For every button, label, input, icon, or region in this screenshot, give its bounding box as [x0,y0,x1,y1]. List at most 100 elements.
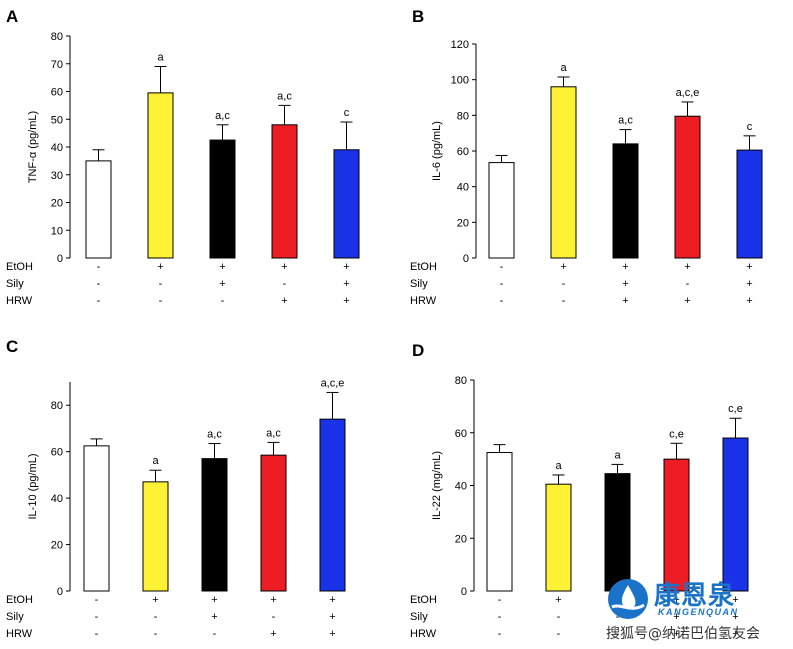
treatment-sign: - [498,594,502,606]
bar-annotation: c [344,107,350,119]
treatment-sign: - [557,611,561,623]
treatment-sign: + [684,295,690,307]
treatment-sign: - [159,295,163,307]
treatment-sign: - [97,295,101,307]
treatment-label: HRW [6,295,33,307]
y-tick-label: 30 [51,170,63,182]
y-tick-label: 40 [457,182,469,194]
treatment-label: Sily [6,611,24,623]
bar [604,473,631,592]
treatment-sign: + [732,594,738,606]
y-tick-label: 50 [51,114,63,126]
treatment-sign: - [562,278,566,290]
treatment-sign: - [616,611,620,623]
treatment-sign: + [560,261,566,273]
chart-panel-c: C 0 20 40 60 80 IL-10 (pg/mL) a a,c a,c a,c,e EtOH -… [6,337,346,640]
treatment-sign: + [152,594,158,606]
treatment-sign: + [211,611,217,623]
bar [674,115,701,259]
treatment-sign: - [97,261,101,273]
bar-annotation: a [614,449,621,461]
treatment-sign: - [213,628,217,640]
y-tick-label: 40 [455,481,467,493]
bar [83,445,110,592]
treatment-sign: - [272,611,276,623]
bar [271,124,298,259]
treatment-sign: + [157,261,163,273]
y-tick-label: 40 [51,493,63,505]
y-tick-label: 100 [451,75,469,87]
treatment-sign: - [154,628,158,640]
y-tick-label: 20 [51,198,63,210]
treatment-sign: + [329,594,335,606]
y-tick-label: 0 [463,253,469,265]
treatment-sign: + [329,628,335,640]
panel-letter: C [6,337,18,356]
bar [722,437,749,592]
treatment-sign: - [95,611,99,623]
treatment-sign: + [281,295,287,307]
treatment-sign: - [95,628,99,640]
bar [486,452,513,592]
treatment-sign: - [500,261,504,273]
treatment-label: HRW [6,628,33,640]
y-tick-label: 80 [51,400,63,412]
treatment-sign: + [622,278,628,290]
treatment-sign: - [498,628,502,640]
bar [545,483,572,592]
bar-annotation: a,c,e [321,377,345,389]
treatment-label: HRW [410,295,437,307]
bar [333,149,360,259]
treatment-sign: + [270,594,276,606]
y-tick-label: 120 [451,39,469,51]
bar-annotation: c [747,121,753,133]
bar [142,481,169,592]
treatment-sign: - [159,278,163,290]
y-tick-label: 20 [455,533,467,545]
y-tick-label: 20 [51,540,63,552]
treatment-sign: + [329,611,335,623]
treatment-sign: + [219,261,225,273]
y-tick-label: 10 [51,225,63,237]
watermark-brand-cn: 康恩泉 [654,581,736,611]
y-axis-label: IL-10 (pg/mL) [27,453,39,519]
bar [201,458,228,592]
kangenquan-logo-icon [608,579,648,619]
y-tick-label: 80 [51,31,63,43]
bar [612,143,639,259]
y-tick-label: 80 [455,375,467,387]
bar [319,418,346,592]
treatment-sign: + [732,628,738,640]
bar [736,149,763,259]
treatment-sign: + [673,628,679,640]
bar-annotation: a [152,455,159,467]
treatment-sign: + [555,594,561,606]
treatment-sign: - [221,295,225,307]
treatment-sign: + [281,261,287,273]
bar [147,92,174,259]
treatment-label: HRW [410,628,437,640]
y-tick-label: 60 [51,87,63,99]
y-tick-label: 20 [457,217,469,229]
treatment-sign: - [500,278,504,290]
chart-panel-b: B 0 20 40 60 80 100 120 IL-6 (pg/mL) a a,c a,c,e c Et… [410,7,763,307]
y-tick-label: 60 [455,428,467,440]
chart-panel-d: D 0 20 40 60 80 IL-22 (mg/mL) a a c,e c,e EtOH - + + + +… [410,341,749,640]
treatment-sign: + [343,261,349,273]
bar-annotation: a [560,62,567,74]
treatment-sign: + [622,261,628,273]
bar [550,86,577,259]
treatment-sign: + [673,611,679,623]
treatment-sign: - [154,611,158,623]
bar-annotation: a,c [207,429,222,441]
panel-letter: A [6,7,18,26]
bar-annotation: a,c,e [676,87,700,99]
y-tick-label: 0 [57,253,63,265]
treatment-sign: + [673,594,679,606]
y-tick-label: 80 [457,110,469,122]
treatment-label: Sily [6,278,24,290]
treatment-sign: + [219,278,225,290]
treatment-sign: + [732,611,738,623]
treatment-label: EtOH [410,261,437,273]
